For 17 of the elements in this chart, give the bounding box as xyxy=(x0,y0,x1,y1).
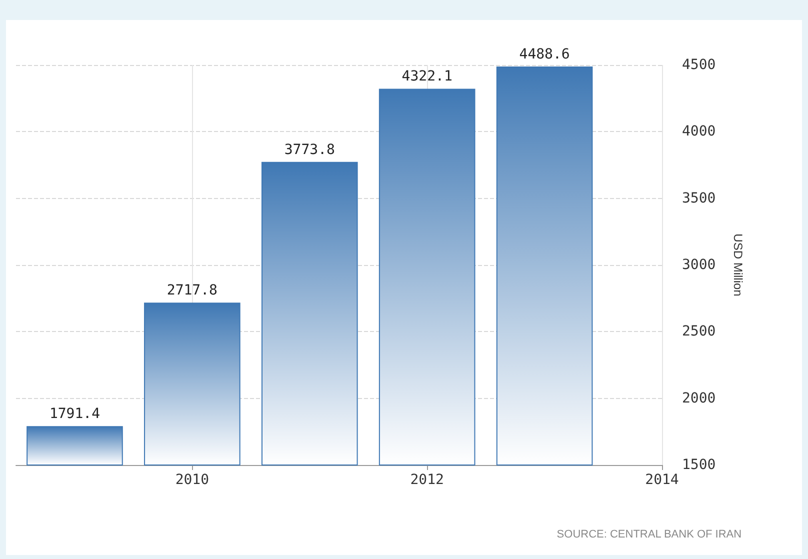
y-tick-label: 3500 xyxy=(682,190,716,206)
source-note: SOURCE: CENTRAL BANK OF IRAN xyxy=(556,528,742,540)
y-tick-label: 3000 xyxy=(682,257,716,273)
data-label: 3773.8 xyxy=(284,142,335,158)
y-tick-label: 2500 xyxy=(682,324,716,340)
x-tick-label: 2012 xyxy=(410,472,444,488)
x-tick-label: 2010 xyxy=(175,472,210,488)
y-tick-label: 4000 xyxy=(682,124,716,140)
y-axis-title: USD Million xyxy=(731,234,745,296)
y-tick-label: 4500 xyxy=(682,57,716,73)
y-tick-label: 1500 xyxy=(682,457,716,473)
data-label: 4322.1 xyxy=(402,68,452,85)
x-tick-label: 2014 xyxy=(645,472,679,488)
data-label: 4488.6 xyxy=(519,46,570,63)
data-label: 2717.8 xyxy=(166,282,218,299)
data-label: 1791.4 xyxy=(49,406,100,422)
y-tick-label: 2000 xyxy=(682,390,716,406)
